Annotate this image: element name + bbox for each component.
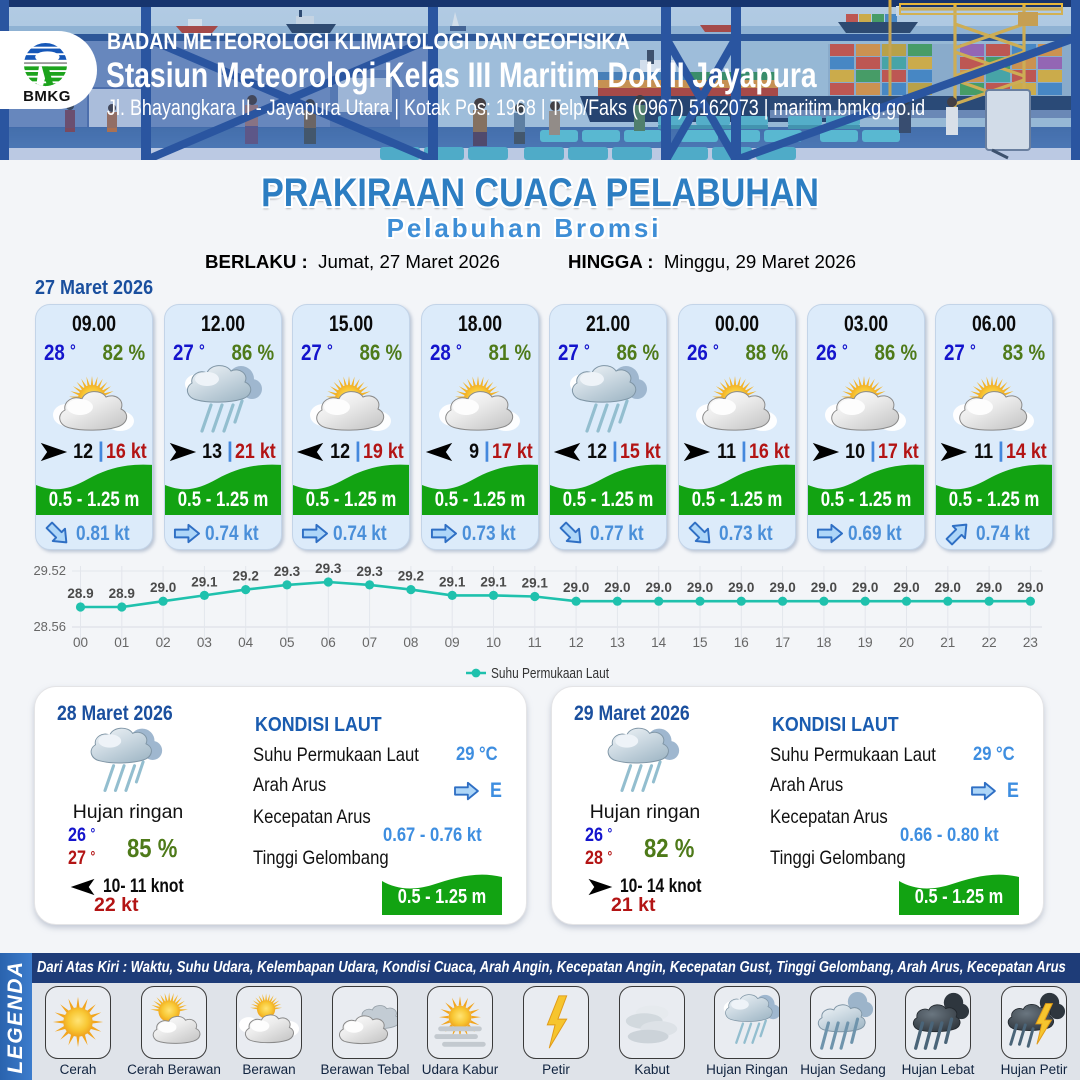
svg-text:04: 04 [238,635,254,650]
svg-text:02: 02 [156,635,171,650]
svg-text:19: 19 [858,635,873,650]
svg-text:10: 10 [486,635,501,650]
svg-text:05: 05 [279,635,294,650]
svg-text:29.2: 29.2 [398,569,424,584]
svg-text:08: 08 [403,635,418,650]
svg-text:12: 12 [569,635,584,650]
svg-text:15: 15 [692,635,707,650]
svg-text:29.3: 29.3 [315,561,342,576]
svg-text:Suhu Permukaan Laut: Suhu Permukaan Laut [491,666,609,682]
svg-text:21: 21 [940,635,955,650]
svg-text:00: 00 [73,635,88,650]
svg-text:29.1: 29.1 [191,574,218,589]
svg-text:22: 22 [982,635,997,650]
svg-text:29.0: 29.0 [728,580,754,595]
svg-text:29.0: 29.0 [563,580,589,595]
svg-text:29.3: 29.3 [274,564,301,579]
svg-text:07: 07 [362,635,377,650]
svg-text:29.0: 29.0 [1017,580,1043,595]
svg-text:29.3: 29.3 [356,564,383,579]
svg-text:29.0: 29.0 [687,580,713,595]
svg-text:29.0: 29.0 [852,580,878,595]
svg-text:20: 20 [899,635,914,650]
svg-text:29.52: 29.52 [33,563,66,578]
svg-text:16: 16 [734,635,749,650]
svg-text:28.9: 28.9 [109,586,135,601]
svg-text:18: 18 [816,635,831,650]
svg-text:28.56: 28.56 [33,619,66,634]
svg-text:29.0: 29.0 [935,580,961,595]
svg-text:29.1: 29.1 [439,574,466,589]
svg-text:13: 13 [610,635,625,650]
svg-text:29.0: 29.0 [976,580,1002,595]
svg-text:28.9: 28.9 [67,586,93,601]
svg-text:29.0: 29.0 [811,580,837,595]
svg-text:29.0: 29.0 [893,580,919,595]
svg-text:29.1: 29.1 [480,574,507,589]
svg-text:11: 11 [528,635,542,650]
svg-text:03: 03 [197,635,212,650]
svg-text:14: 14 [651,635,667,650]
svg-text:09: 09 [445,635,460,650]
svg-text:29.1: 29.1 [522,576,549,591]
svg-text:29.0: 29.0 [646,580,672,595]
svg-text:23: 23 [1023,635,1038,650]
svg-text:29.0: 29.0 [604,580,630,595]
svg-text:17: 17 [775,635,790,650]
svg-text:29.0: 29.0 [150,580,176,595]
svg-text:29.2: 29.2 [233,569,259,584]
svg-text:29.0: 29.0 [769,580,795,595]
svg-text:01: 01 [114,635,129,650]
svg-text:06: 06 [321,635,336,650]
